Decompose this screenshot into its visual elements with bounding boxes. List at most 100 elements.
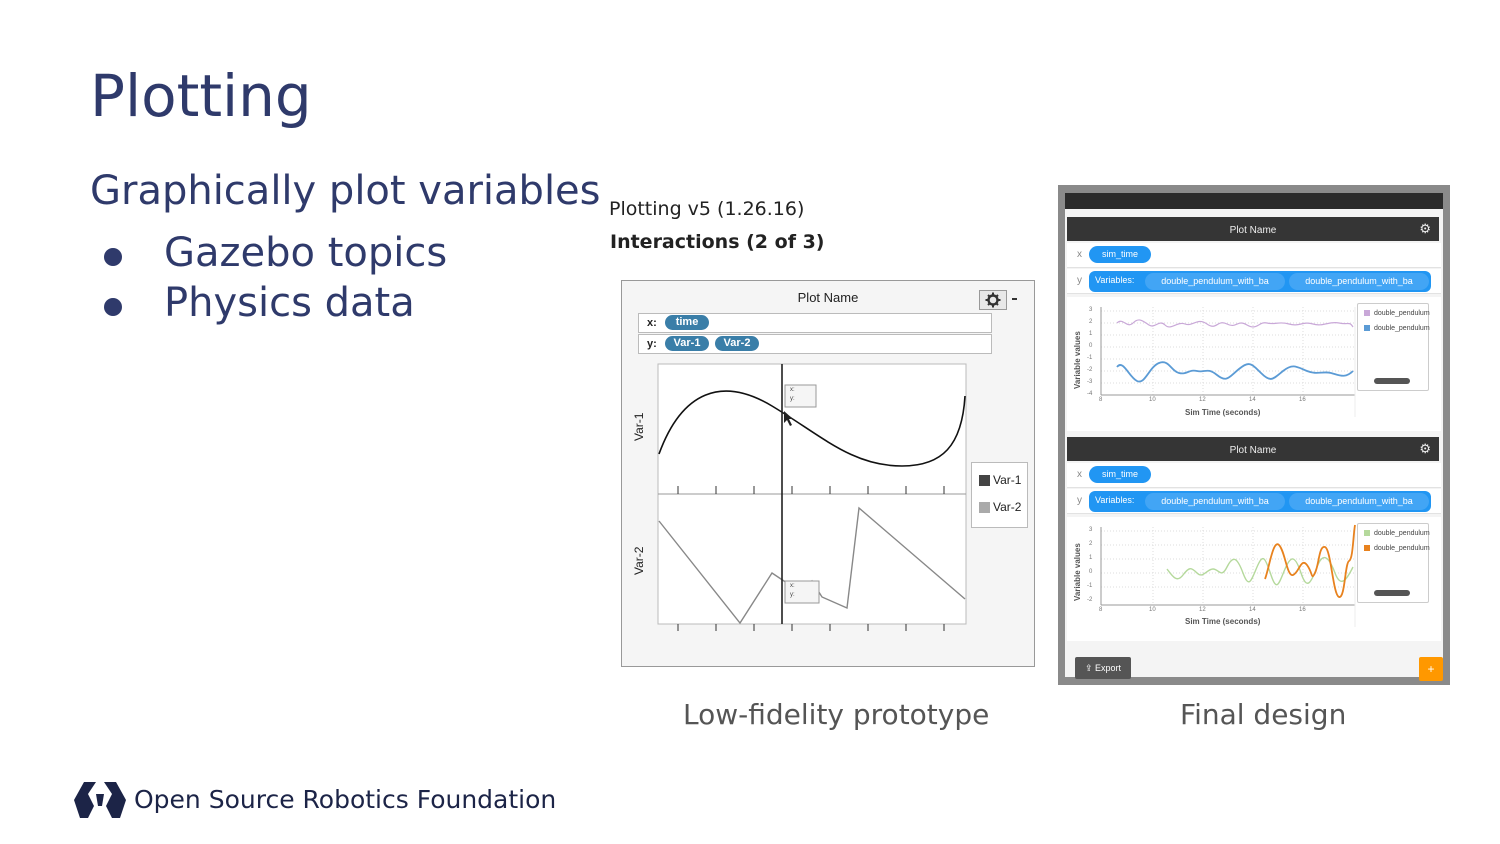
bullet-text: Gazebo topics xyxy=(164,230,448,276)
plot-chart-1: Variable values 3 2 1 0 -1 -2 -3 -4 xyxy=(1067,297,1441,431)
y-variable-pill[interactable]: Var-1 xyxy=(665,336,709,351)
plot-chart-2: Variable values 3 2 1 0 -1 -2 8 10 1 xyxy=(1067,517,1441,641)
plot-legend: double_pendulum double_pendulum xyxy=(1357,303,1430,391)
hover-y-label: y: xyxy=(790,592,795,598)
y-tick: 1 xyxy=(1089,331,1093,337)
legend-swatch xyxy=(1364,545,1370,552)
x-label: x: xyxy=(647,317,657,329)
x-tick: 12 xyxy=(1199,607,1206,613)
y-variable-pill[interactable]: double_pendulum_with_ba xyxy=(1145,493,1285,510)
plot-name: Plot Name xyxy=(1229,445,1277,456)
plot-1-lines xyxy=(1100,307,1356,417)
gear-icon xyxy=(985,292,1001,308)
legend-item[interactable]: double_pendulum xyxy=(1364,310,1430,317)
legend-scrollbar[interactable] xyxy=(1374,590,1410,596)
variables-label: Variables: xyxy=(1095,495,1135,505)
x-tick: 10 xyxy=(1149,607,1156,613)
hover-x-label: x: xyxy=(790,583,795,589)
axis-label-var2: Var-2 xyxy=(632,546,646,575)
export-button[interactable]: ⇪ Export xyxy=(1075,657,1131,679)
axis-label-var1: Var-1 xyxy=(632,412,646,441)
legend-scrollbar[interactable] xyxy=(1374,378,1410,384)
y-label: y xyxy=(1077,495,1082,506)
prototype-caption: Low-fidelity prototype xyxy=(683,698,990,731)
x-variable-pill[interactable]: sim_time xyxy=(1089,246,1151,263)
y-tick: 2 xyxy=(1089,319,1093,325)
osrf-logo-icon xyxy=(74,782,126,818)
x-tick: 10 xyxy=(1149,397,1156,403)
y-variables-group: Variables: double_pendulum_with_ba doubl… xyxy=(1089,491,1431,512)
var1-series xyxy=(658,390,966,467)
x-variable-pill[interactable]: time xyxy=(665,315,709,330)
legend-item[interactable]: Var-2 xyxy=(979,500,1021,514)
legend-label: Var-2 xyxy=(993,500,1022,514)
x-tick: 8 xyxy=(1099,607,1103,613)
y-tick: -2 xyxy=(1087,367,1093,373)
prototype-x-row: x: time xyxy=(638,313,992,333)
hover-y-label: y: xyxy=(790,396,795,402)
x-tick: 14 xyxy=(1249,607,1256,613)
x-variable-pill[interactable]: sim_time xyxy=(1089,466,1151,483)
y-label: y: xyxy=(647,338,657,350)
legend-swatch xyxy=(979,502,990,514)
y-tick: -4 xyxy=(1087,391,1093,397)
prototype-legend: Var-1 Var-2 xyxy=(971,462,1028,528)
add-plot-button[interactable]: + xyxy=(1419,657,1443,681)
legend-swatch xyxy=(1364,310,1370,317)
upload-icon: ⇪ xyxy=(1084,663,1096,673)
series-line xyxy=(1264,524,1356,598)
x-tick: 16 xyxy=(1299,607,1306,613)
y-variable-row: y Variables: double_pendulum_with_ba dou… xyxy=(1067,269,1441,294)
y-variable-pill[interactable]: double_pendulum_with_ba xyxy=(1289,493,1429,510)
plot-2-lines xyxy=(1100,524,1356,627)
x-label: x xyxy=(1077,469,1082,480)
y-tick: 3 xyxy=(1089,527,1093,533)
series-line xyxy=(1116,319,1354,328)
hover-x-label: x: xyxy=(790,387,795,393)
x-variable-row: x sim_time xyxy=(1067,463,1441,488)
x-tick: 12 xyxy=(1199,397,1206,403)
organization-name: Open Source Robotics Foundation xyxy=(134,785,557,814)
legend-label: double_pendulum xyxy=(1374,530,1430,537)
y-variable-pill[interactable]: double_pendulum_with_ba xyxy=(1145,273,1285,290)
prototype-plot-name: Plot Name xyxy=(797,290,859,305)
bullet-dot-icon xyxy=(104,248,122,266)
window-titlebar xyxy=(1065,193,1443,209)
dropdown-caret-icon xyxy=(1012,298,1017,300)
legend-swatch xyxy=(1364,325,1370,332)
legend-label: double_pendulum xyxy=(1374,545,1430,552)
legend-item[interactable]: double_pendulum xyxy=(1364,530,1430,537)
plot-header: Plot Name ⚙ xyxy=(1067,437,1439,461)
y-tick: -2 xyxy=(1087,597,1093,603)
legend-label: double_pendulum xyxy=(1374,325,1430,332)
x-tick: 14 xyxy=(1249,397,1256,403)
legend-swatch xyxy=(979,475,990,487)
plot-legend: double_pendulum double_pendulum xyxy=(1357,523,1430,603)
cursor-arrow-icon xyxy=(784,411,793,426)
legend-item[interactable]: double_pendulum xyxy=(1364,545,1430,552)
prototype-panel: Plot Name x: time y: Var-1 Var-2 xyxy=(621,280,1035,667)
x-tick: 8 xyxy=(1099,397,1103,403)
final-design-frame: Plot Name ⚙ x sim_time y Variables: doub… xyxy=(1058,185,1450,685)
legend-item[interactable]: Var-1 xyxy=(979,473,1021,487)
hover-tooltip xyxy=(784,384,817,408)
y-tick: 2 xyxy=(1089,541,1093,547)
final-design-caption: Final design xyxy=(1180,698,1347,731)
slide-subtitle: Graphically plot variables xyxy=(90,168,601,214)
y-variable-pill[interactable]: Var-2 xyxy=(715,336,759,351)
series-line xyxy=(1116,361,1354,383)
gear-icon[interactable]: ⚙ xyxy=(1419,221,1431,236)
legend-item[interactable]: double_pendulum xyxy=(1364,325,1430,332)
bullet-text: Physics data xyxy=(164,280,415,326)
gear-icon[interactable]: ⚙ xyxy=(1419,441,1431,456)
y-tick: 1 xyxy=(1089,555,1093,561)
plot-name: Plot Name xyxy=(1229,225,1277,236)
prototype-heading: Plotting v5 (1.26.16) xyxy=(609,198,805,220)
x-label: x xyxy=(1077,249,1082,260)
export-label: Export xyxy=(1095,663,1122,673)
x-variable-row: x sim_time xyxy=(1067,243,1441,268)
y-variable-pill[interactable]: double_pendulum_with_ba xyxy=(1289,273,1429,290)
legend-label: double_pendulum xyxy=(1374,310,1430,317)
prototype-gear-button[interactable] xyxy=(979,290,1007,310)
y-tick: 0 xyxy=(1089,343,1093,349)
